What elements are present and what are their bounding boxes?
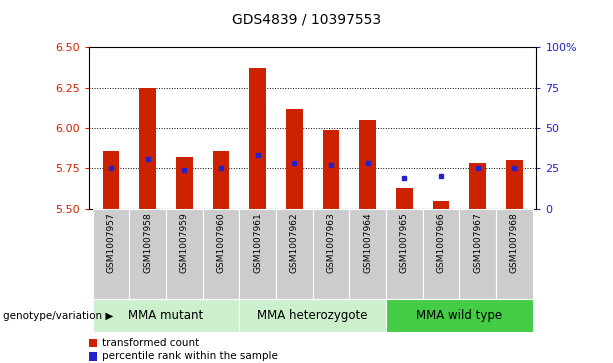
Bar	[93, 299, 239, 332]
Bar	[396, 188, 413, 209]
Bar	[89, 352, 97, 361]
Bar	[129, 209, 166, 299]
Text: MMA mutant: MMA mutant	[128, 309, 204, 322]
Bar	[93, 209, 129, 299]
Text: GSM1007967: GSM1007967	[473, 212, 482, 273]
Text: GSM1007961: GSM1007961	[253, 212, 262, 273]
Bar	[359, 120, 376, 209]
Text: GDS4839 / 10397553: GDS4839 / 10397553	[232, 13, 381, 27]
Bar	[322, 130, 339, 209]
Bar	[506, 160, 523, 209]
Bar	[249, 68, 266, 209]
Bar	[166, 209, 202, 299]
Text: MMA wild type: MMA wild type	[416, 309, 503, 322]
Text: GSM1007959: GSM1007959	[180, 212, 189, 273]
Bar	[89, 339, 97, 347]
Bar	[423, 209, 459, 299]
Bar	[286, 109, 303, 209]
Bar	[496, 209, 533, 299]
Text: genotype/variation ▶: genotype/variation ▶	[3, 311, 113, 321]
Text: percentile rank within the sample: percentile rank within the sample	[102, 351, 278, 362]
Text: GSM1007966: GSM1007966	[436, 212, 446, 273]
Bar	[213, 151, 229, 209]
Bar	[433, 201, 449, 209]
Text: GSM1007965: GSM1007965	[400, 212, 409, 273]
Bar	[276, 209, 313, 299]
Text: GSM1007960: GSM1007960	[216, 212, 226, 273]
Text: GSM1007963: GSM1007963	[327, 212, 335, 273]
Bar	[459, 209, 496, 299]
Bar	[102, 151, 119, 209]
Text: MMA heterozygote: MMA heterozygote	[257, 309, 368, 322]
Bar	[176, 157, 192, 209]
Bar	[386, 299, 533, 332]
Bar	[139, 87, 156, 209]
Text: transformed count: transformed count	[102, 338, 200, 348]
Text: GSM1007957: GSM1007957	[107, 212, 115, 273]
Bar	[349, 209, 386, 299]
Bar	[470, 163, 486, 209]
Bar	[239, 209, 276, 299]
Text: GSM1007958: GSM1007958	[143, 212, 152, 273]
Text: GSM1007964: GSM1007964	[363, 212, 372, 273]
Bar	[239, 299, 386, 332]
Text: GSM1007968: GSM1007968	[510, 212, 519, 273]
Text: GSM1007962: GSM1007962	[290, 212, 299, 273]
Bar	[313, 209, 349, 299]
Bar	[386, 209, 423, 299]
Bar	[202, 209, 239, 299]
